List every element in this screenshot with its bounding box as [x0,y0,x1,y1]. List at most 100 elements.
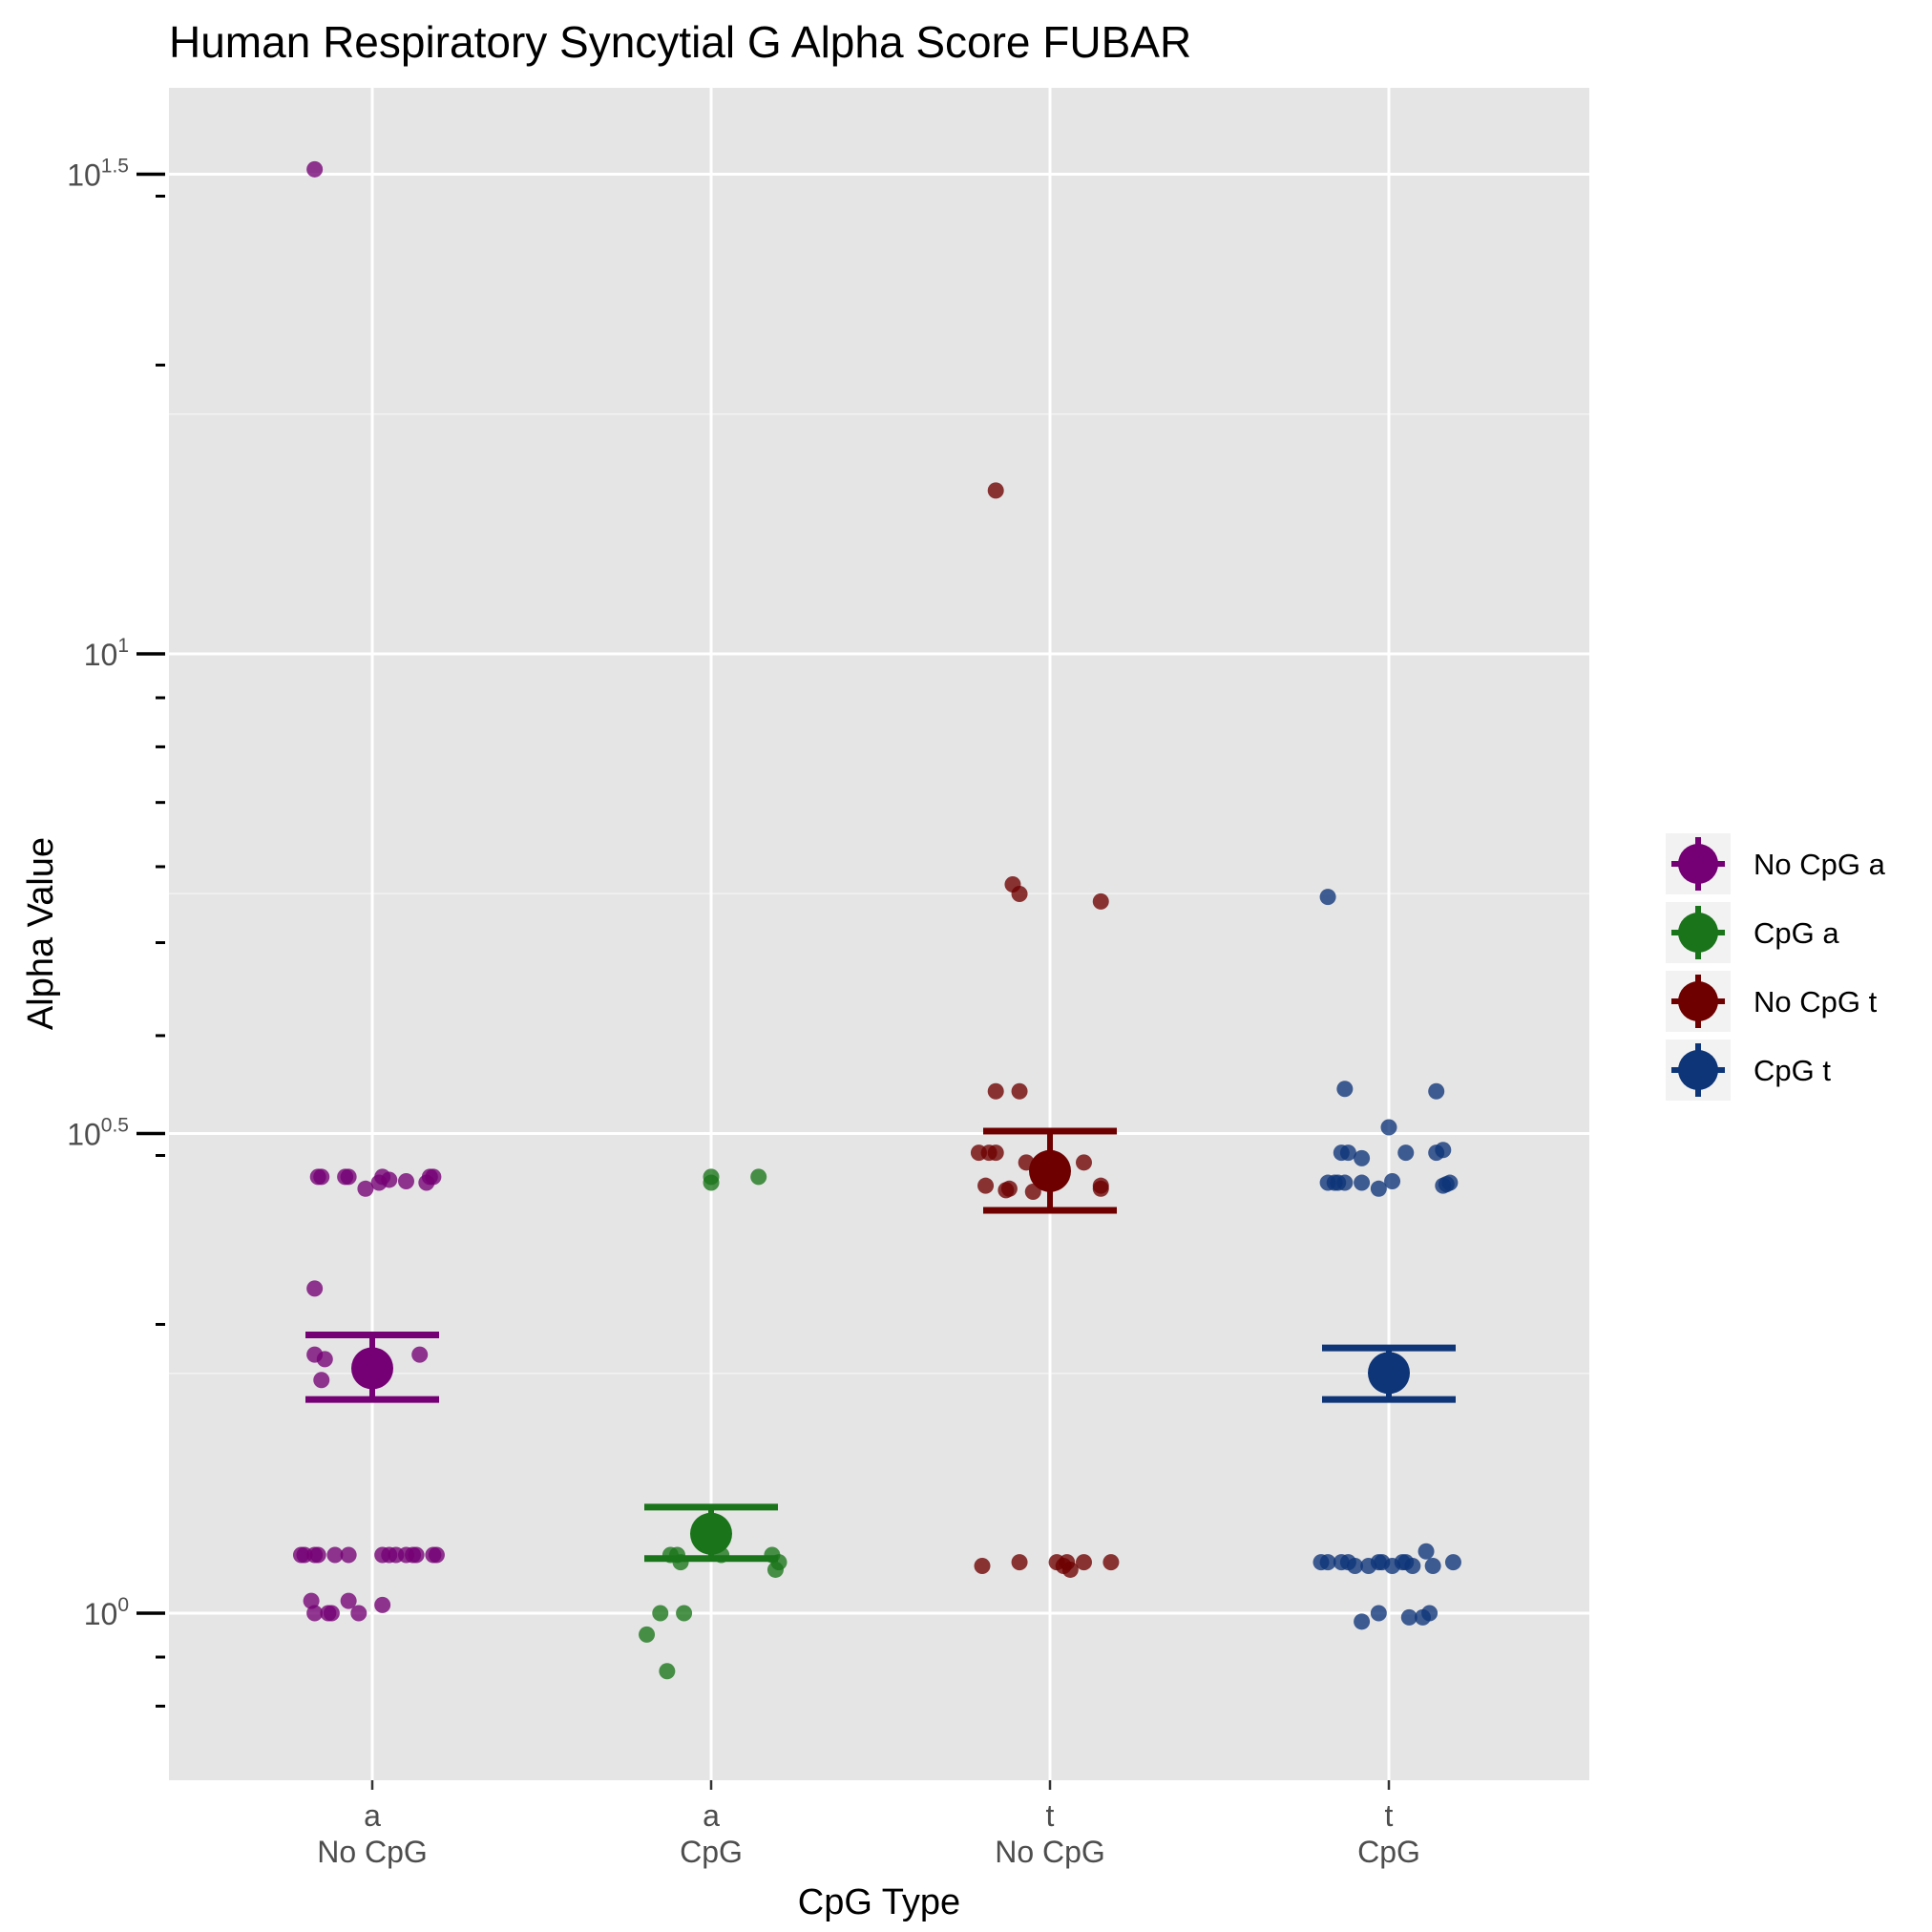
data-point [1011,1082,1028,1100]
data-point [1339,1144,1356,1162]
data-point [306,1605,324,1622]
x-tick-label-line2: No CpG [317,1835,428,1869]
data-point [1011,886,1028,903]
data-point [1347,1558,1363,1575]
data-point [1354,1149,1371,1166]
data-point [659,1663,676,1680]
y-tick-label: 101 [84,635,129,672]
chart-title: Human Respiratory Syncytial G Alpha Scor… [169,17,1191,67]
data-point [350,1605,368,1622]
data-point [309,1546,326,1564]
data-point [1404,1558,1421,1575]
data-point [1076,1554,1092,1571]
x-tick-label-line2: CpG [680,1835,743,1869]
data-point [374,1596,391,1613]
y-axis-title: Alpha Value [21,837,61,1030]
x-tick-label-line2: CpG [1357,1835,1420,1869]
y-tick-label: 101.5 [67,155,129,192]
data-point [1076,1154,1092,1171]
data-point [1435,1142,1452,1159]
data-point [1092,892,1109,910]
data-point [1397,1144,1415,1162]
data-point [1441,1174,1459,1191]
y-tick-label: 100.5 [67,1114,129,1151]
data-point [1024,1183,1041,1200]
data-point [313,1168,330,1186]
data-point [357,1180,374,1197]
data-point [425,1168,442,1186]
data-point [1418,1543,1435,1560]
legend-key-point [1678,913,1718,953]
data-point [1354,1613,1371,1630]
x-tick-label-line2: No CpG [995,1835,1105,1869]
data-point [1370,1605,1387,1622]
data-point [1061,1561,1079,1578]
y-axis: 100 100.5 101 101.5 [67,155,165,1708]
data-point [974,1558,991,1575]
legend-key-point [1678,981,1718,1021]
legend-key-point [1678,844,1718,884]
data-point [326,1546,344,1564]
data-point [408,1546,425,1564]
data-point [1444,1554,1461,1571]
y-tick-label: 100 [84,1594,129,1631]
legend-label: CpG t [1754,1054,1831,1087]
data-point [303,1592,320,1609]
data-point [987,1082,1004,1100]
data-points [292,160,1461,1680]
x-tick-label-line1: a [703,1798,720,1833]
data-point [750,1168,767,1186]
data-point [1319,889,1336,906]
x-tick-label-line1: t [1385,1798,1394,1833]
data-point [970,1144,987,1162]
minor-gridlines [169,413,1589,1375]
data-point [428,1546,445,1564]
data-point [398,1172,414,1189]
data-point [639,1626,656,1643]
data-point [1384,1172,1401,1189]
mean-errorbars [305,1127,1456,1563]
data-point [1336,1174,1354,1191]
data-point [1092,1180,1109,1197]
plot-background [169,88,1589,1780]
data-point [306,1280,324,1297]
data-point [1319,1554,1336,1571]
x-tick-label-line1: t [1046,1798,1055,1833]
data-point [1354,1174,1371,1191]
data-point [323,1605,340,1622]
legend-key-point [1678,1050,1718,1090]
data-point [676,1605,693,1622]
data-point [1370,1180,1387,1197]
data-point [1428,1082,1445,1100]
data-point [703,1174,720,1191]
x-tick-label-line1: a [364,1798,381,1833]
data-point [313,1372,330,1389]
data-point [1011,1554,1028,1571]
data-point [1424,1558,1441,1575]
data-point [306,160,324,178]
data-point [998,1182,1015,1199]
legend-label: CpG a [1754,916,1839,950]
mean-point [351,1347,393,1390]
data-point [381,1171,398,1188]
mean-point [690,1512,732,1555]
data-point [1421,1605,1438,1622]
data-point [1380,1119,1397,1136]
legend-label: No CpG t [1754,985,1878,1018]
data-point [1102,1554,1120,1571]
data-point [340,1168,357,1186]
mean-point [1368,1352,1410,1395]
data-point [411,1346,429,1363]
data-point [766,1561,784,1578]
data-point [340,1592,357,1609]
x-axis-title: CpG Type [798,1882,960,1922]
data-point [652,1605,669,1622]
data-point [987,482,1004,499]
legend-label: No CpG a [1754,848,1886,881]
data-point [1400,1608,1418,1626]
mean-point [1029,1149,1071,1192]
major-gridlines [169,88,1589,1780]
data-point [1336,1081,1354,1098]
